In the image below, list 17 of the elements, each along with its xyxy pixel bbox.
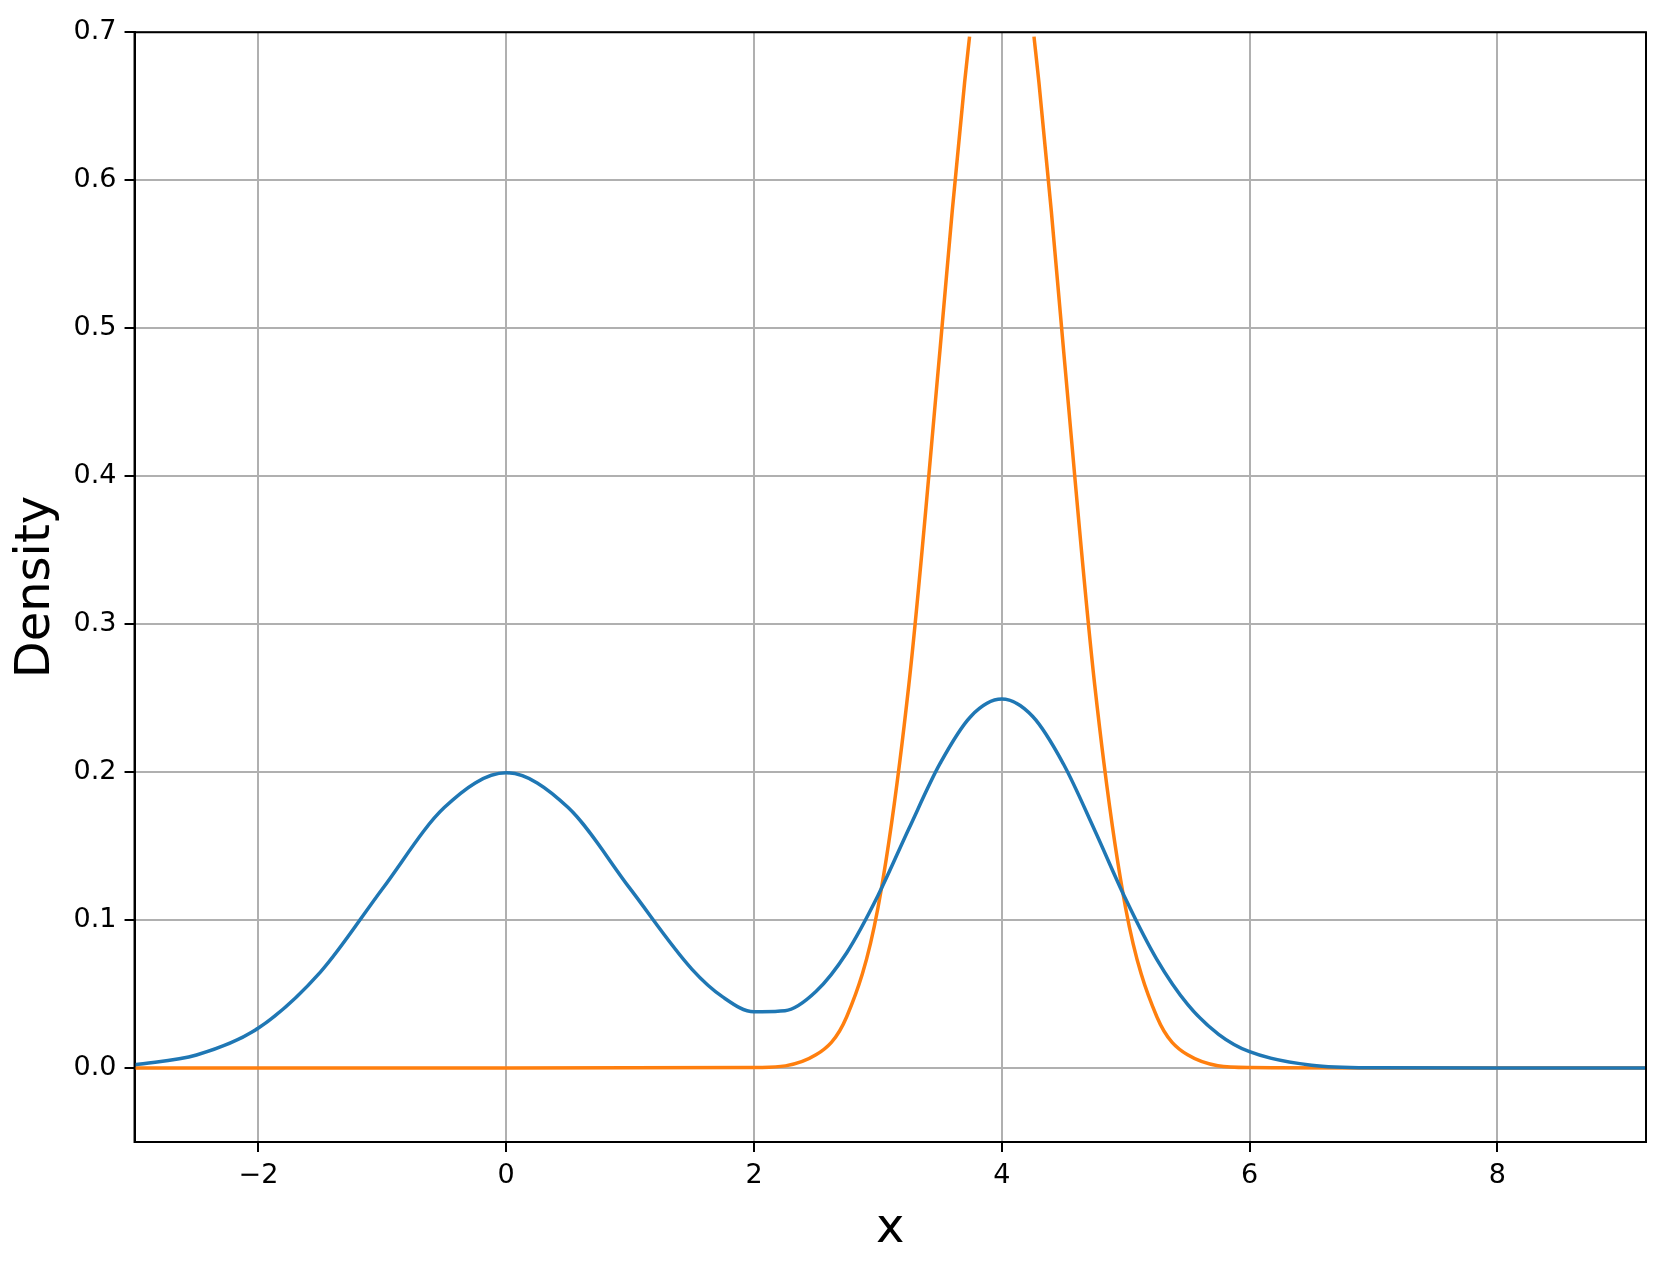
y-tick-label: 0.5 xyxy=(73,310,117,342)
x-tick-label: 6 xyxy=(1240,1158,1259,1190)
y-tick-label: 0.3 xyxy=(73,606,117,638)
y-tick-label: 0.6 xyxy=(73,162,117,194)
x-tick-label: −2 xyxy=(238,1158,279,1190)
x-tick-label: 2 xyxy=(745,1158,763,1190)
y-tick-label: 0.0 xyxy=(73,1050,117,1082)
x-tick-label: 8 xyxy=(1488,1158,1506,1190)
y-tick-label: 0.1 xyxy=(73,902,117,934)
x-tick-label: 4 xyxy=(993,1158,1011,1190)
y-axis-title: Density xyxy=(4,495,61,679)
y-tick-label: 0.4 xyxy=(73,458,117,490)
y-tick-label: 0.7 xyxy=(73,14,117,46)
y-tick-label: 0.2 xyxy=(73,754,117,786)
x-axis-title: x xyxy=(876,1196,905,1253)
x-tick-label: 0 xyxy=(497,1158,515,1190)
line-series xyxy=(134,697,1646,1070)
